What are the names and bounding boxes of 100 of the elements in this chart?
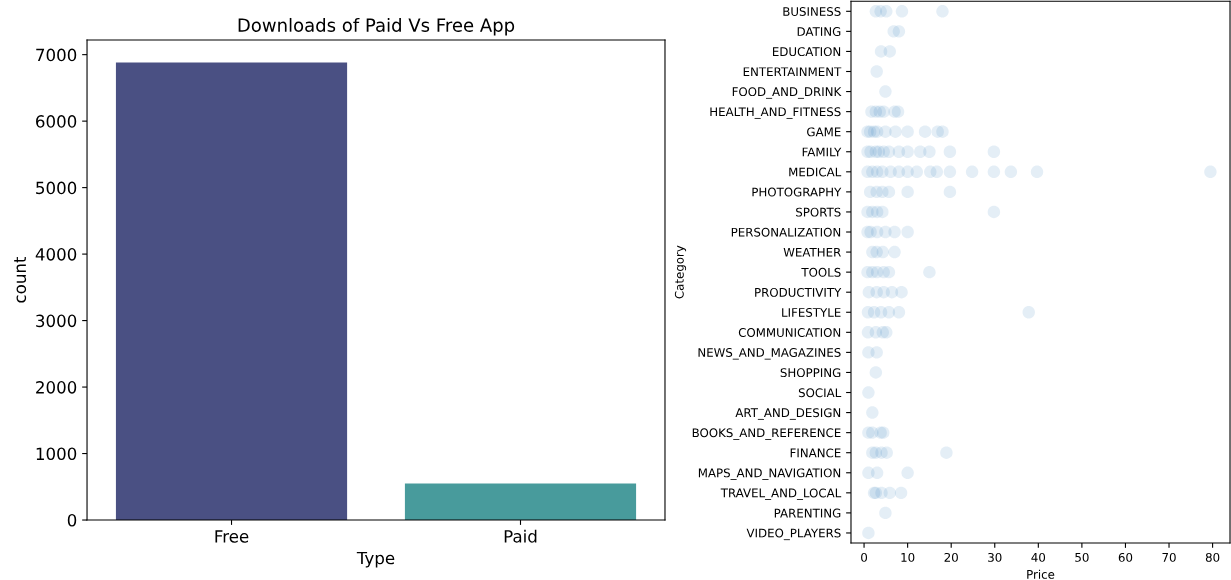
point [866, 406, 879, 419]
x-tick-label: 10 [901, 552, 915, 562]
point [888, 225, 901, 239]
point [940, 446, 953, 459]
y-tick-label: VIDEO_PLAYERS [746, 528, 841, 541]
point [965, 165, 979, 179]
point [923, 145, 936, 158]
point [1004, 165, 1018, 179]
point [877, 105, 890, 118]
x-tick-label: 50 [1075, 552, 1089, 562]
point [1204, 165, 1217, 179]
y-tick-label: FAMILY [802, 147, 842, 157]
y-tick-label: 0 [67, 513, 77, 527]
point [930, 165, 944, 179]
y-tick-label: 4000 [35, 248, 77, 261]
point [943, 165, 957, 179]
y-tick-label: 3000 [36, 314, 77, 328]
y-tick-label: ENTERTAINMENT [743, 67, 842, 76]
x-tick-label: 30 [988, 552, 1002, 562]
y-tick-label: DATING [797, 27, 841, 37]
y-tick-label: FOOD_AND_DRINK [732, 87, 842, 99]
point [901, 185, 914, 199]
point [910, 165, 923, 179]
point [870, 65, 883, 78]
point [883, 45, 896, 58]
point [889, 125, 902, 138]
x-tick-label: 0 [861, 552, 868, 562]
point [876, 205, 889, 219]
x-tick-label: 80 [1205, 552, 1220, 562]
point [901, 125, 914, 138]
x-tick-label: Paid [504, 529, 537, 543]
y-tick-label: TRAVEL_AND_LOCAL [720, 488, 842, 500]
y-tick-label: MAPS_AND_NAVIGATION [698, 468, 841, 480]
y-tick-label: SPORTS [796, 207, 841, 217]
point [901, 225, 914, 239]
point [870, 346, 883, 359]
point [870, 466, 884, 479]
y-tick-label: EDUCATION [773, 47, 841, 57]
point [1030, 165, 1044, 179]
point [880, 446, 893, 459]
point [882, 185, 896, 199]
point [892, 25, 906, 38]
point [943, 145, 957, 158]
y-tick-label: NEWS_AND_MAGAZINES [698, 348, 841, 360]
y-tick-label: WEATHER [783, 247, 841, 257]
point [892, 306, 906, 319]
y-axis-title: count [14, 256, 27, 303]
y-axis-title: Category [674, 245, 687, 299]
point [923, 265, 936, 279]
point [894, 486, 908, 500]
point [882, 265, 896, 279]
x-tick-label: 20 [944, 552, 958, 562]
x-tick-label: 40 [1031, 552, 1046, 562]
y-tick-label: 1000 [36, 447, 77, 461]
point [936, 125, 949, 138]
point [987, 205, 1001, 219]
point [1022, 306, 1035, 319]
point [936, 5, 949, 18]
point [880, 326, 893, 339]
y-tick-label: BUSINESS [783, 7, 841, 16]
y-tick-label: 6000 [36, 115, 77, 128]
y-tick-label: PARENTING [774, 508, 841, 518]
point [876, 245, 889, 259]
y-tick-label: FINANCE [790, 448, 841, 458]
y-tick-label: ART_AND_DESIGN [735, 408, 841, 420]
y-tick-label: HEALTH_AND_FITNESS [710, 107, 841, 119]
point [879, 506, 892, 520]
point [987, 165, 1001, 179]
point [888, 245, 901, 259]
y-tick-label: PHOTOGRAPHY [752, 187, 842, 197]
point [901, 145, 914, 158]
y-tick-label: GAME [807, 127, 841, 137]
point [943, 185, 957, 199]
point [883, 486, 896, 500]
x-axis-title: Price [1027, 569, 1055, 579]
point [891, 105, 905, 118]
x-tick-label: 60 [1118, 552, 1133, 562]
y-tick-label: TOOLS [801, 267, 841, 277]
point [895, 285, 908, 299]
y-tick-label: LIFESTYLE [782, 307, 841, 317]
y-tick-label: SOCIAL [798, 388, 842, 398]
x-tick-label: Free [215, 530, 249, 543]
point [895, 5, 909, 18]
y-tick-label: COMMUNICATION [738, 328, 841, 337]
y-tick-label: BOOKS_AND_REFERENCE [692, 428, 841, 440]
x-axis-title: Type [356, 551, 395, 568]
point [987, 145, 1001, 158]
y-tick-label: 5000 [36, 181, 77, 195]
y-tick-label: PRODUCTIVITY [755, 287, 842, 297]
point [862, 386, 875, 399]
point [880, 5, 893, 18]
point [901, 466, 914, 479]
y-tick-label: SHOPPING [780, 368, 841, 378]
point [862, 526, 875, 540]
point [869, 366, 883, 379]
point [879, 85, 892, 98]
point [918, 125, 932, 138]
chart-title: Downloads of Paid Vs Free App [238, 17, 515, 36]
y-tick-label: MEDICAL [789, 167, 842, 177]
x-tick-label: 70 [1162, 552, 1176, 562]
